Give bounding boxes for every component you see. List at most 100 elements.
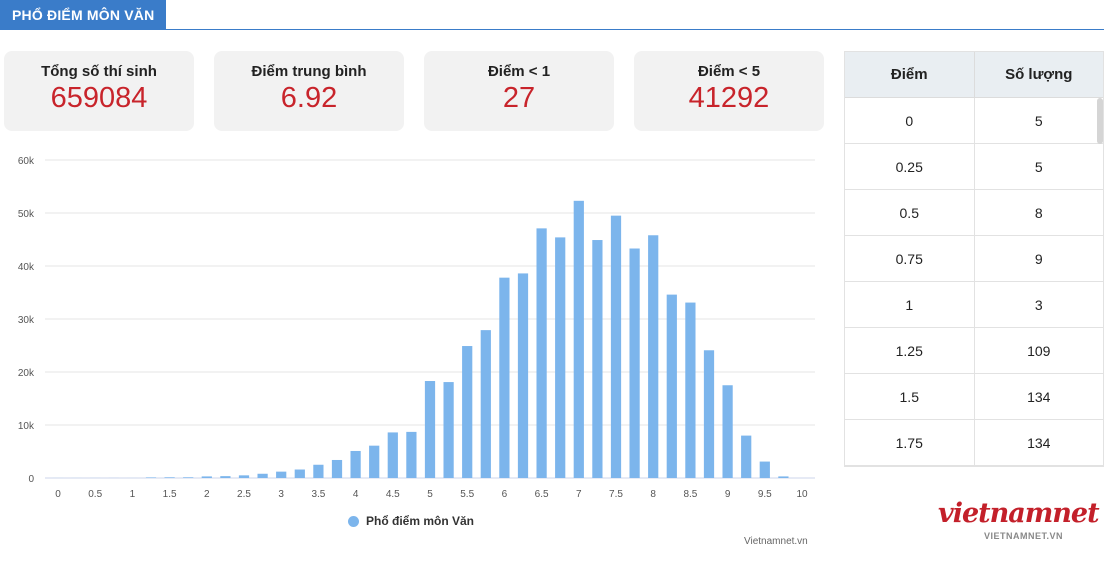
cell-count: 134 [1027,389,1051,405]
bar [480,330,491,478]
x-tick-label: 3 [278,489,284,500]
bar [183,477,194,478]
x-tick-label: 7.5 [609,489,623,500]
stat-label: Tổng số thí sinh [41,63,157,80]
cell-score: 0.75 [845,236,975,281]
cell-score: 1.5 [845,374,975,419]
bar [294,469,305,478]
bar [499,277,510,478]
stat-card-total: Tổng số thí sinh 659084 [4,51,194,131]
bar [517,273,529,478]
bar [387,432,398,478]
table-row: 0.75 9 [845,236,1103,282]
bar [555,237,566,478]
column-header-count: Số lượng [1005,66,1073,83]
cell-score: 0 [845,98,975,143]
bar [722,385,733,478]
cell-score: 0.5 [845,190,975,235]
cell-score: 1.75 [845,420,975,465]
table-row: 1.25 109 [845,328,1103,374]
header-divider [0,29,1104,30]
chart-legend[interactable]: Phổ điểm môn Văn [348,514,474,528]
stat-label: Điểm < 5 [697,63,761,80]
cell-count: 3 [1034,297,1043,313]
table-row: 1.75 134 [845,420,1103,466]
x-tick-label: 6 [502,489,508,500]
stat-card-average: Điểm trung bình 6.92 [214,51,404,131]
stat-label: Điểm trung bình [251,63,367,80]
stat-card-below-1: Điểm < 1 27 [424,51,614,131]
bar [573,200,584,478]
x-tick-label: 6.5 [535,489,549,500]
y-tick-label: 30k [18,315,35,326]
bar [741,435,752,478]
cell-count: 5 [1034,113,1043,129]
logo-wordmark: vietnamnet [938,498,1100,529]
x-tick-label: 0 [55,489,61,500]
y-tick-label: 20k [18,368,35,379]
x-tick-label: 9 [725,489,731,500]
table-header: Điểm Số lượng [845,52,1103,98]
x-tick-label: 2.5 [237,489,251,500]
x-tick-label: 2 [204,489,210,500]
x-tick-label: 1 [130,489,136,500]
x-tick-label: 3.5 [311,489,325,500]
bar [629,248,640,478]
logo-subtext: VIETNAMNET.VN [984,531,1064,541]
cell-count: 8 [1034,205,1043,221]
bar [369,445,380,478]
bar [220,476,231,478]
stat-value: 27 [502,82,536,114]
legend-label: Phổ điểm môn Văn [366,514,475,528]
table-row: 1.5 134 [845,374,1103,420]
y-tick-label: 40k [18,262,35,273]
bar [443,382,454,478]
stat-value: 41292 [688,82,770,114]
cell-score: 1.25 [845,328,975,373]
table-row: 0.5 8 [845,190,1103,236]
cell-score: 0.25 [845,144,975,189]
y-tick-label: 50k [18,209,35,220]
cell-count: 5 [1034,159,1043,175]
y-tick-label: 0 [28,474,34,485]
bar [778,476,789,478]
bar [313,464,324,478]
cell-count: 109 [1027,343,1051,359]
bar [424,381,436,478]
bar [703,350,715,478]
bar [276,471,287,478]
x-tick-label: 10 [796,489,808,500]
bar [164,477,175,478]
chart-credit[interactable]: Vietnamnet.vn [744,536,808,547]
bar [536,228,547,478]
bar [257,473,268,478]
cell-count: 9 [1034,251,1043,267]
legend-marker [348,515,359,527]
x-tick-label: 8.5 [683,489,697,500]
table-row: 0.25 5 [845,144,1103,190]
bar [331,459,343,478]
bar [238,475,250,478]
x-tick-label: 5.5 [460,489,474,500]
stat-value: 659084 [50,82,148,114]
bar [592,240,603,478]
bar [350,450,361,478]
score-distribution-chart: 0 10k 20k 30k 40k 50k 60k 0 0.5 1 1.5 2 2.5 3 3.5 4 4.5 5… [18,156,815,500]
vietnamnet-logo: vietnamnet VIETNAMNET.VN [934,490,1100,546]
table-scrollbar[interactable] [1097,98,1103,144]
bar [201,476,212,478]
column-header-score: Điểm [845,52,975,97]
x-tick-label: 8 [650,489,656,500]
bar [406,431,417,478]
x-tick-label: 7 [576,489,582,500]
bar [610,215,622,478]
bar [648,235,659,478]
bar [145,477,157,478]
x-tick-label: 4 [353,489,359,500]
cell-count: 134 [1027,435,1051,451]
x-tick-label: 4.5 [386,489,400,500]
x-tick-label: 1.5 [163,489,177,500]
